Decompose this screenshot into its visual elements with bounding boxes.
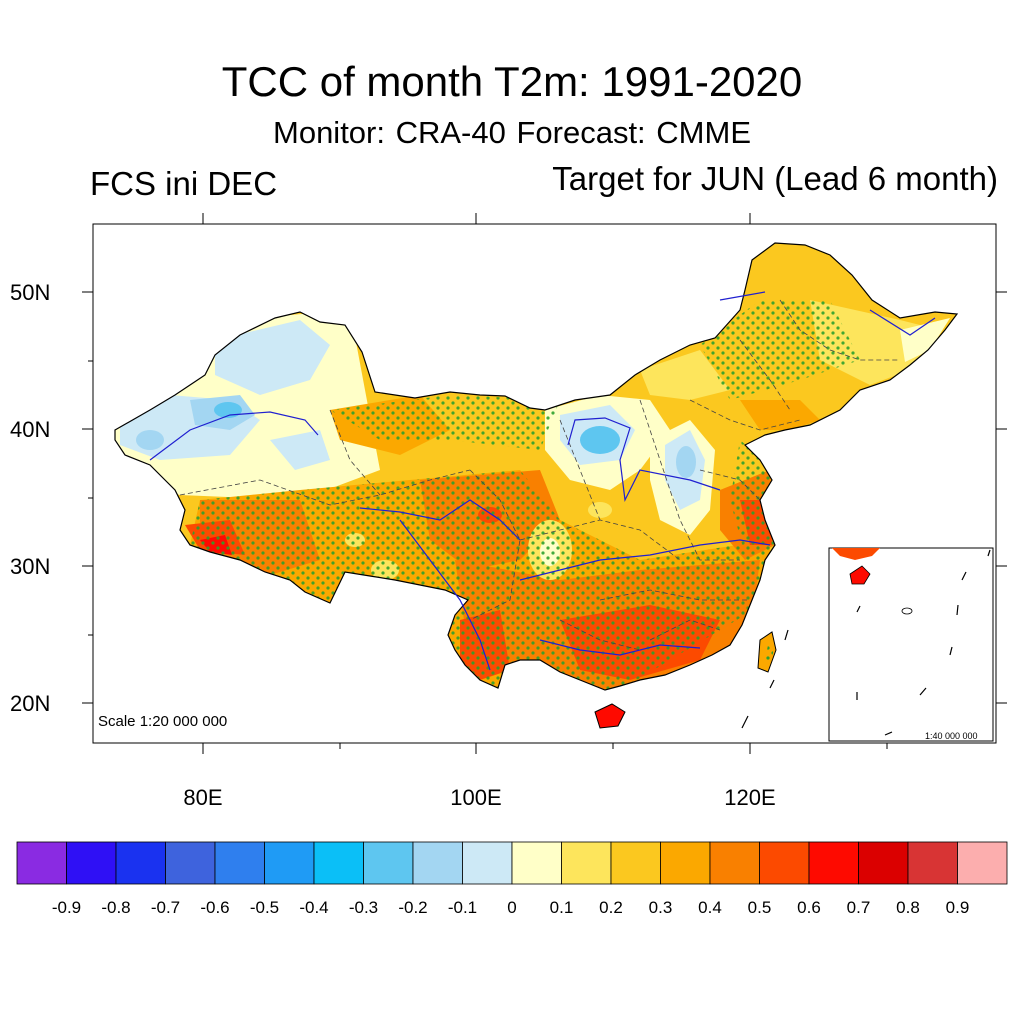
colorbar-label: -0.3 bbox=[349, 898, 378, 917]
colorbar-label: -0.9 bbox=[52, 898, 81, 917]
colorbar-swatch bbox=[858, 841, 909, 885]
lon-label-80e: 80E bbox=[183, 785, 222, 810]
colorbar-label: 0.1 bbox=[550, 898, 574, 917]
colorbar-label: 0.2 bbox=[599, 898, 623, 917]
colorbar-label: 0.5 bbox=[748, 898, 772, 917]
hainan-island bbox=[594, 703, 626, 729]
colorbar-label: 0.4 bbox=[698, 898, 722, 917]
colorbar-swatch bbox=[264, 841, 315, 885]
colorbar-swatch bbox=[16, 841, 67, 885]
nine-dash-main bbox=[741, 629, 789, 729]
rivers bbox=[149, 291, 936, 671]
colorbar-swatch bbox=[610, 841, 661, 885]
colorbar-label: -0.8 bbox=[101, 898, 130, 917]
colorbar-swatch bbox=[709, 841, 760, 885]
lon-label-100e: 100E bbox=[450, 785, 501, 810]
colorbar-label: -0.5 bbox=[250, 898, 279, 917]
colorbar-swatch bbox=[313, 841, 364, 885]
lat-label-20n: 20N bbox=[10, 691, 50, 716]
colorbar-label: -0.2 bbox=[398, 898, 427, 917]
colorbar-label: 0.6 bbox=[797, 898, 821, 917]
lat-label-40n: 40N bbox=[10, 417, 50, 442]
colorbar-swatch bbox=[214, 841, 265, 885]
colorbar-swatch bbox=[561, 841, 612, 885]
south-sea-inset: 1:40 000 000 bbox=[828, 547, 994, 742]
colorbar-swatch bbox=[957, 841, 1008, 885]
colorbar-label: 0.3 bbox=[649, 898, 673, 917]
axis-ticks bbox=[82, 213, 1007, 754]
colorbar-swatch bbox=[363, 841, 414, 885]
map-subtitle: Monitor: CRA-40 Forecast: CMME bbox=[273, 115, 751, 150]
colorbar-label: -0.6 bbox=[200, 898, 229, 917]
target-label: Target for JUN (Lead 6 month) bbox=[552, 160, 998, 197]
colorbar-swatch bbox=[66, 841, 117, 885]
colorbar-label: 0.9 bbox=[946, 898, 970, 917]
colorbar-swatch bbox=[808, 841, 859, 885]
colorbar-label: -0.4 bbox=[299, 898, 328, 917]
colorbar-label: 0.8 bbox=[896, 898, 920, 917]
colorbar-labels: -0.9 -0.8 -0.7 -0.6 -0.5 -0.4 -0.3 -0.2 -0.1 0 0.1… bbox=[52, 898, 969, 917]
colorbar-swatch bbox=[511, 841, 562, 885]
colorbar-label: 0.7 bbox=[847, 898, 871, 917]
colorbar-swatch bbox=[165, 841, 216, 885]
colorbar-swatch bbox=[115, 841, 166, 885]
lon-label-120e: 120E bbox=[724, 785, 775, 810]
colorbar bbox=[16, 841, 1008, 885]
inset-scale-label: 1:40 000 000 bbox=[925, 731, 978, 741]
map-title: TCC of month T2m: 1991-2020 bbox=[221, 58, 803, 105]
colorbar-swatch bbox=[907, 841, 958, 885]
lat-label-30n: 30N bbox=[10, 554, 50, 579]
colorbar-label: -0.7 bbox=[151, 898, 180, 917]
lat-label-50n: 50N bbox=[10, 280, 50, 305]
colorbar-swatch bbox=[660, 841, 711, 885]
colorbar-swatch bbox=[412, 841, 463, 885]
scale-label: Scale 1:20 000 000 bbox=[98, 713, 227, 730]
colorbar-label: -0.1 bbox=[448, 898, 477, 917]
province-boundaries bbox=[179, 299, 900, 651]
init-label: FCS ini DEC bbox=[90, 165, 278, 202]
colorbar-swatch bbox=[462, 841, 513, 885]
colorbar-label: 0 bbox=[507, 898, 516, 917]
colorbar-swatch bbox=[759, 841, 810, 885]
